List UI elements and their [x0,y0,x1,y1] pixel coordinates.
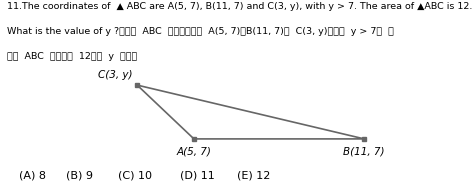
Text: 角形  ABC  的面积为  12，求  y  的值。: 角形 ABC 的面积为 12，求 y 的值。 [7,52,137,61]
Text: (D) 11: (D) 11 [180,170,214,180]
Text: (B) 9: (B) 9 [66,170,93,180]
Text: A(5, 7): A(5, 7) [176,146,211,156]
Text: 11.The coordinates of  ▲ ABC are A(5, 7), B(11, 7) and C(3, y), with y > 7. The : 11.The coordinates of ▲ ABC are A(5, 7),… [7,2,473,11]
Text: (A) 8: (A) 8 [19,170,46,180]
Text: (C) 10: (C) 10 [118,170,152,180]
Text: C(3, y): C(3, y) [98,70,133,80]
Text: What is the value of y ?三角形  ABC  的坐标分别为  A(5, 7)、B(11, 7)和  C(3, y)，其中  y > 7。 : What is the value of y ?三角形 ABC 的坐标分别为 A… [7,27,394,36]
Text: B(11, 7): B(11, 7) [343,146,385,156]
Text: (E) 12: (E) 12 [236,170,270,180]
